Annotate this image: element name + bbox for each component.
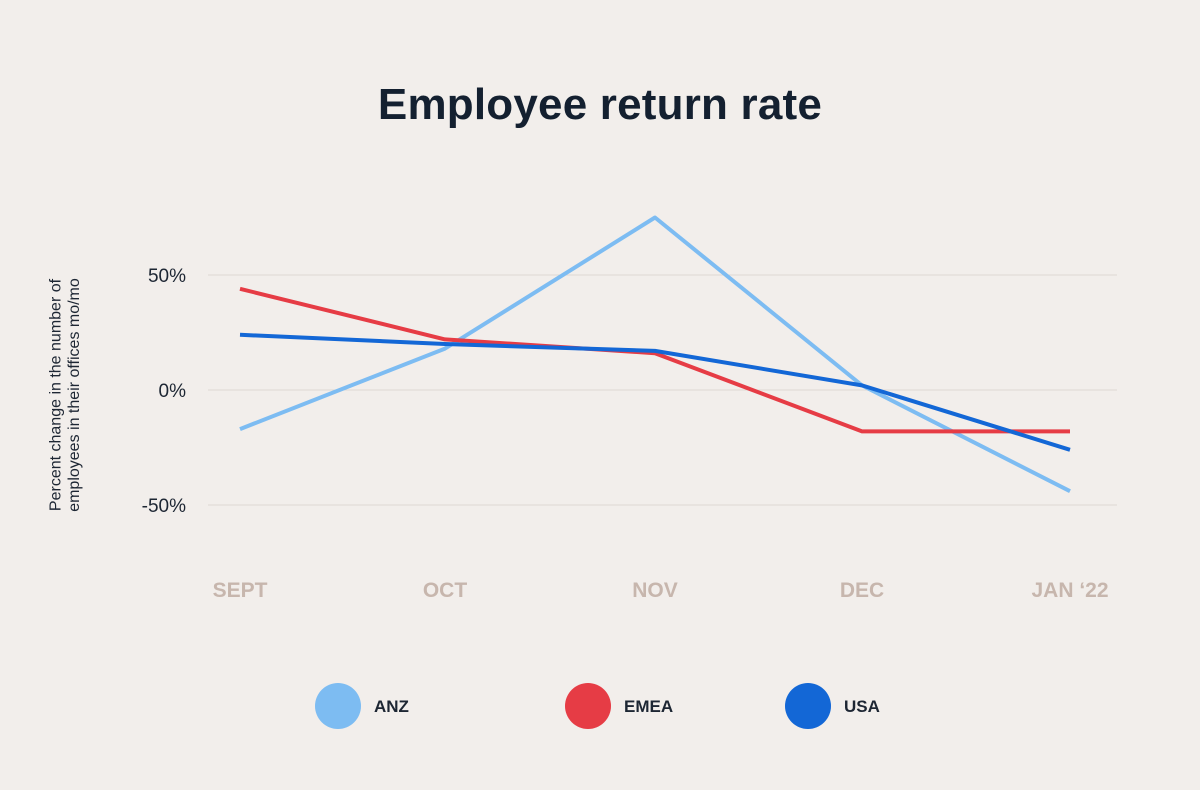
x-tick-label: SEPT <box>213 579 268 602</box>
x-tick-label: NOV <box>632 579 678 602</box>
x-tick-label: JAN ‘22 <box>1031 579 1108 602</box>
x-axis-ticks: SEPT OCT NOV DEC JAN ‘22 <box>213 579 1109 602</box>
legend-swatch-anz <box>315 683 361 729</box>
y-tick-label: 0% <box>159 381 187 402</box>
legend-swatch-emea <box>565 683 611 729</box>
gridlines <box>208 274 1117 506</box>
y-tick-label: 50% <box>148 266 186 287</box>
y-axis-label: Percent change in the number ofemployees… <box>48 278 83 512</box>
y-axis-ticks: 50% 0% -50% <box>142 266 186 517</box>
series-lines <box>239 215 1071 493</box>
legend: ANZ EMEA USA <box>315 683 880 729</box>
legend-swatch-usa <box>785 683 831 729</box>
legend-label-anz: ANZ <box>374 697 409 716</box>
legend-label-usa: USA <box>844 697 880 716</box>
series-line-usa <box>239 332 1071 452</box>
chart-title: Employee return rate <box>377 80 823 129</box>
y-tick-label: -50% <box>142 496 186 517</box>
x-tick-label: OCT <box>423 579 468 602</box>
series-line-emea <box>239 286 1070 434</box>
legend-label-emea: EMEA <box>624 697 673 716</box>
x-tick-label: DEC <box>840 579 884 602</box>
series-line-anz <box>239 215 1071 493</box>
